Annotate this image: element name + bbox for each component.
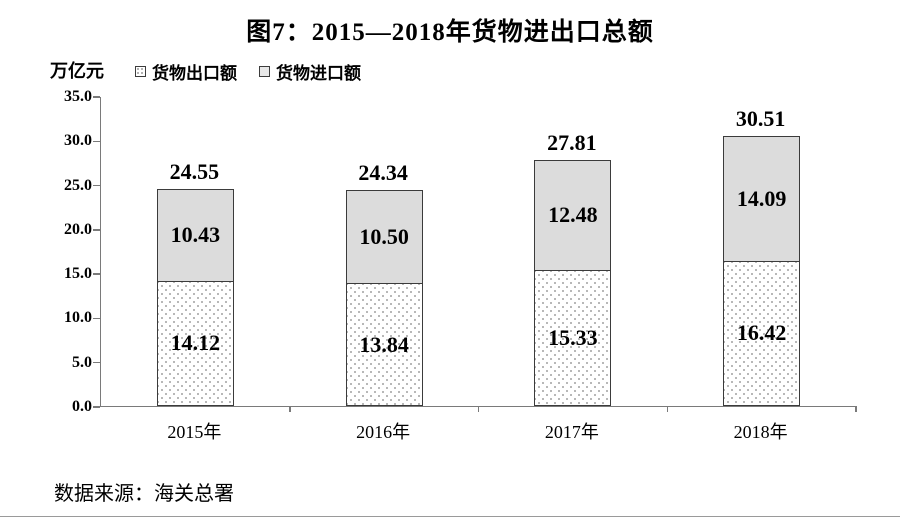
- source-note: 数据来源：海关总署: [54, 483, 234, 505]
- bottom-divider: [0, 516, 900, 517]
- import-segment: 12.48: [535, 160, 611, 272]
- import-value-label: 14.09: [736, 185, 787, 211]
- x-axis-tick: [855, 406, 857, 412]
- chart-title: 图7：2015—2018年货物进出口总额: [246, 19, 654, 46]
- x-axis-tick: [666, 406, 668, 412]
- stacked-bar-2015: 10.43 14.12: [156, 188, 234, 406]
- y-axis-tick: [93, 273, 100, 275]
- total-value-label: 24.55: [169, 158, 220, 184]
- legend-item-import: 货物进口额: [259, 59, 361, 84]
- x-axis-tick: [289, 406, 291, 412]
- total-value-label: 27.81: [547, 129, 597, 155]
- export-segment: 13.84: [346, 284, 422, 405]
- import-segment: 14.09: [724, 136, 800, 262]
- export-segment: 15.33: [535, 271, 611, 405]
- legend-label-import: 货物进口额: [276, 64, 361, 83]
- legend-item-export: 货物出口额: [135, 59, 237, 84]
- legend-label-export: 货物出口额: [152, 64, 237, 83]
- y-axis-tick-label: 10.0: [64, 309, 92, 327]
- y-axis-tick: [93, 361, 100, 364]
- y-axis-tick-label: 0.0: [72, 398, 92, 415]
- y-axis-tick: [93, 96, 100, 98]
- y-axis-tick-label: 30.0: [64, 132, 92, 150]
- y-axis-tick: [93, 406, 100, 408]
- export-value-label: 16.42: [736, 320, 787, 346]
- stacked-bar-2018: 14.09 16.42: [723, 135, 801, 406]
- y-axis-tick: [93, 140, 100, 143]
- export-segment: 14.12: [157, 281, 233, 405]
- stacked-bar-2016: 10.50 13.84: [345, 190, 423, 406]
- stacked-bar-2017: 12.48 15.33: [534, 159, 612, 406]
- y-axis-tick: [93, 317, 100, 320]
- export-segment: 16.42: [724, 261, 800, 405]
- export-swatch-icon: [135, 66, 146, 77]
- x-axis-category-label: 2015年: [167, 422, 222, 442]
- export-value-label: 15.33: [548, 325, 598, 351]
- y-axis-tick: [93, 184, 100, 187]
- y-axis-tick-label: 5.0: [72, 353, 92, 371]
- x-axis-category-label: 2017年: [544, 422, 599, 442]
- y-axis-tick-label: 20.0: [64, 220, 92, 238]
- export-value-label: 14.12: [170, 330, 221, 356]
- import-value-label: 10.43: [170, 222, 221, 248]
- import-swatch-icon: [259, 66, 270, 77]
- import-value-label: 10.50: [359, 224, 409, 250]
- x-axis-category-label: 2018年: [733, 422, 788, 442]
- y-axis-tick-label: 35.0: [64, 88, 92, 105]
- y-axis-tick-label: 25.0: [64, 176, 92, 194]
- y-axis-tick: [93, 229, 100, 231]
- y-axis-tick-label: 15.0: [64, 265, 92, 283]
- import-segment: 10.43: [157, 189, 233, 282]
- export-value-label: 13.84: [359, 331, 409, 357]
- import-value-label: 12.48: [548, 202, 598, 228]
- total-value-label: 30.51: [735, 105, 786, 131]
- total-value-label: 24.34: [358, 160, 408, 186]
- plot-area: 10.43 14.12 10.50 13.84 12.48 15.33 14.09 16.42: [93, 96, 857, 412]
- x-axis-category-label: 2016年: [356, 422, 411, 442]
- legend: 货物出口额 货物进口额: [135, 59, 361, 84]
- y-axis-unit-label: 万亿元: [50, 61, 104, 81]
- import-segment: 10.50: [346, 191, 422, 285]
- x-axis-tick: [477, 406, 480, 412]
